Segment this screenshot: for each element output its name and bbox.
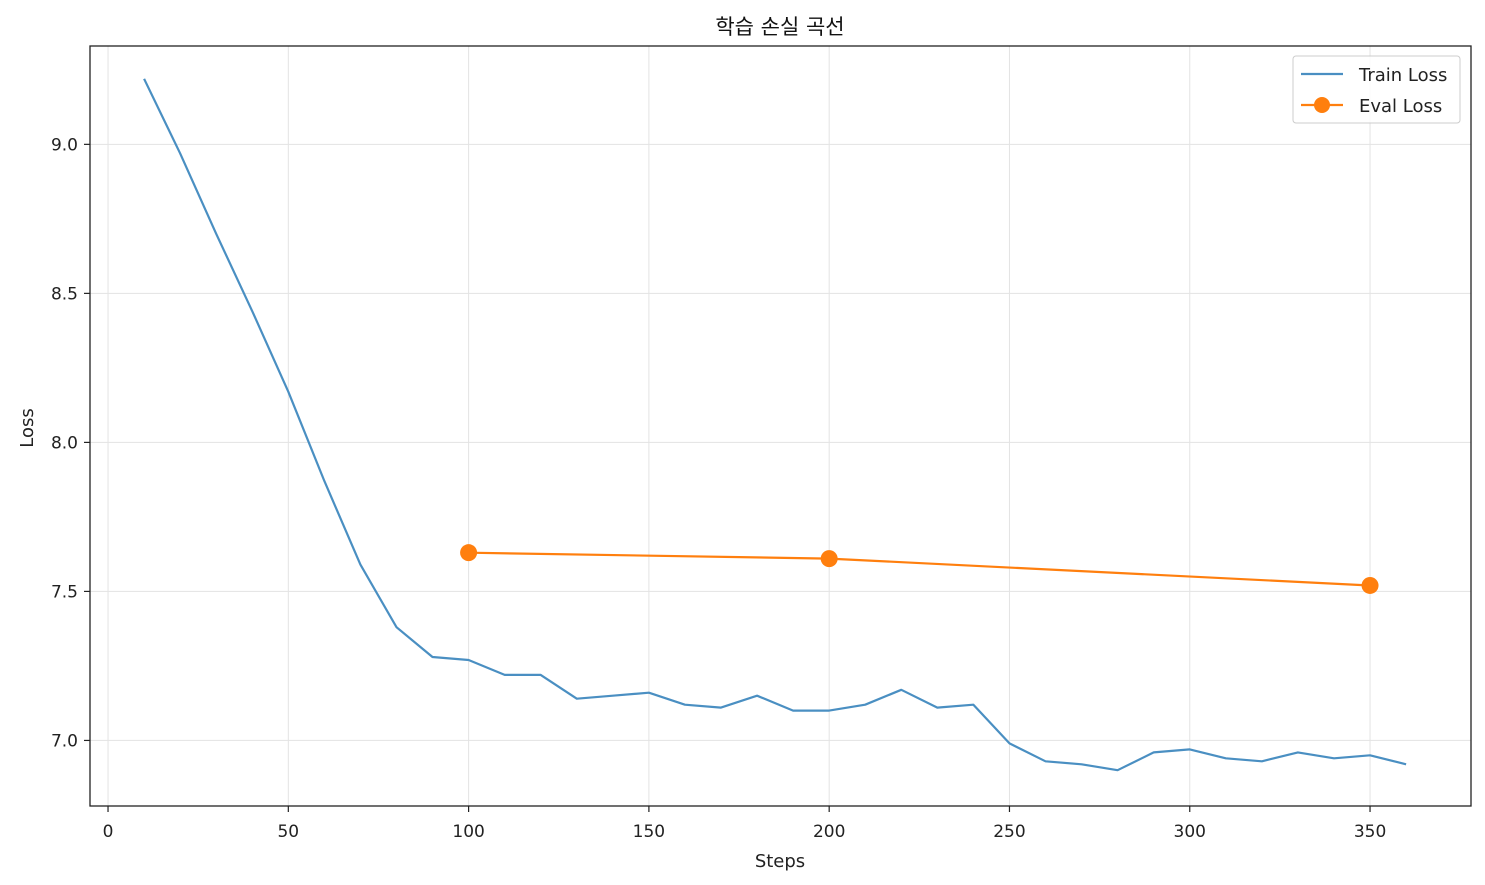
grid-layer [90, 46, 1471, 806]
legend-label-eval-loss: Eval Loss [1359, 96, 1442, 117]
series-layer [143, 78, 1407, 772]
x-tick-label: 0 [103, 822, 114, 842]
legend-label-train-loss: Train Loss [1358, 65, 1447, 86]
y-tick-label: 8.0 [51, 433, 78, 453]
x-tick-label: 300 [1174, 822, 1206, 842]
y-tick-label: 7.5 [51, 582, 78, 602]
data-point-eval-loss [1361, 576, 1379, 594]
x-tick-label: 350 [1354, 822, 1386, 842]
x-tick-label: 50 [277, 822, 299, 842]
legend-box [1292, 55, 1461, 124]
x-tick-label: 150 [633, 822, 665, 842]
y-axis-label: Loss [17, 408, 38, 447]
chart-title: 학습 손실 곡선 [715, 15, 844, 39]
legend: Train Loss Eval Loss [1292, 55, 1461, 124]
y-tick-label: 8.5 [51, 284, 78, 304]
series-line-eval-loss [468, 551, 1371, 587]
series-line-train-loss [143, 78, 1407, 772]
data-point-eval-loss [460, 544, 478, 562]
x-tick-label: 200 [813, 822, 845, 842]
data-point-eval-loss [820, 550, 838, 568]
x-tick-label: 100 [452, 822, 484, 842]
y-tick-label: 9.0 [51, 135, 78, 155]
legend-marker-eval-loss [1314, 97, 1330, 113]
y-tick-label: 7.0 [51, 731, 78, 751]
x-tick-label: 250 [993, 822, 1025, 842]
plot-frame [89, 45, 1472, 807]
tick-layer: 0 50 100 150 200 250 300 350 7.0 7.5 8.0 8.5 9.0 [51, 135, 1386, 842]
x-axis-label: Steps [755, 851, 805, 872]
